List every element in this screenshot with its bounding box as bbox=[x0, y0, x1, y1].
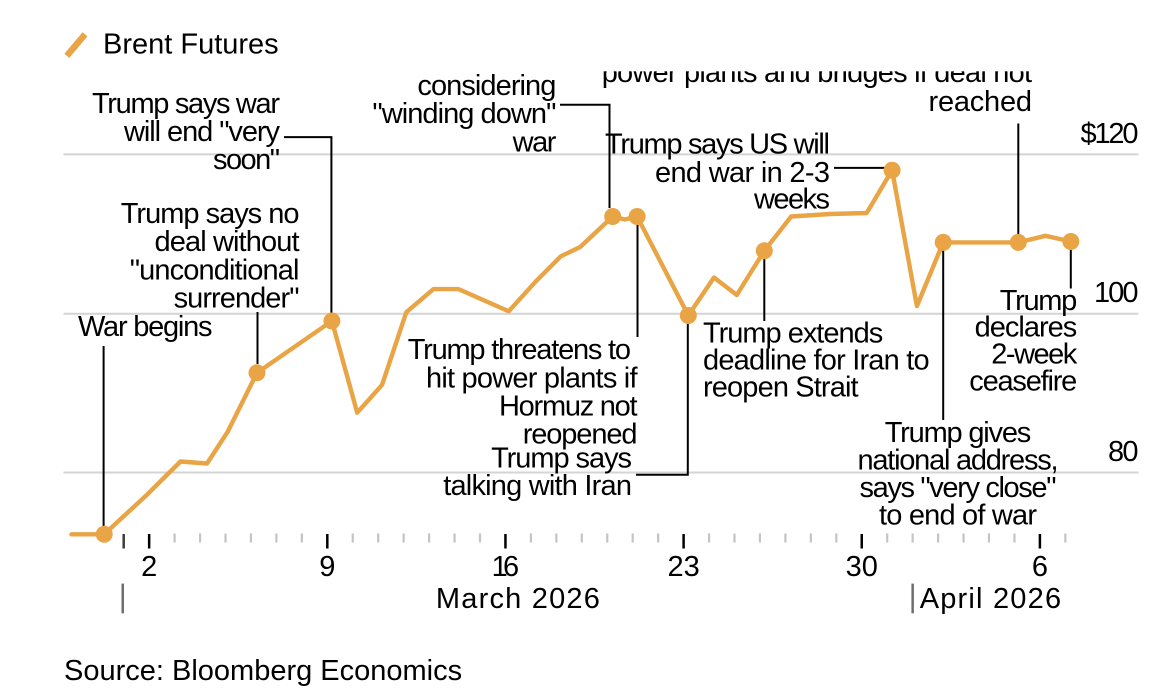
svg-text:reopened: reopened bbox=[523, 418, 638, 450]
svg-text:2-week: 2-week bbox=[991, 338, 1078, 370]
svg-text:"winding down": "winding down" bbox=[372, 98, 556, 130]
svg-text:reached: reached bbox=[929, 86, 1033, 118]
svg-text:deadline for Iran to: deadline for Iran to bbox=[703, 345, 930, 377]
svg-text:$120: $120 bbox=[1081, 118, 1139, 150]
svg-text:Trump threatens to: Trump threatens to bbox=[408, 334, 631, 366]
svg-text:considering: considering bbox=[417, 70, 556, 102]
svg-text:Trump says US will: Trump says US will bbox=[605, 128, 830, 160]
svg-text:says "very close": says "very close" bbox=[860, 472, 1057, 504]
svg-text:declares: declares bbox=[975, 312, 1078, 344]
svg-text:Hormuz not: Hormuz not bbox=[499, 391, 638, 423]
svg-text:"unconditional: "unconditional bbox=[130, 254, 300, 286]
svg-text:Trump says: Trump says bbox=[491, 443, 632, 475]
svg-text:80: 80 bbox=[1108, 436, 1139, 468]
svg-text:6: 6 bbox=[1032, 551, 1048, 583]
svg-text:talking with Iran: talking with Iran bbox=[443, 470, 632, 502]
svg-text:Source: Bloomberg Economics: Source: Bloomberg Economics bbox=[64, 655, 462, 687]
svg-text:30: 30 bbox=[846, 551, 878, 583]
svg-text:reopen Strait: reopen Strait bbox=[703, 372, 859, 404]
svg-text:April 2026: April 2026 bbox=[920, 583, 1063, 615]
svg-text:16: 16 bbox=[492, 551, 520, 583]
svg-text:national address,: national address, bbox=[858, 445, 1059, 477]
svg-text:to end of war: to end of war bbox=[879, 500, 1037, 532]
svg-text:deal without: deal without bbox=[155, 226, 300, 258]
svg-text:hit power plants if: hit power plants if bbox=[426, 362, 638, 394]
svg-text:100: 100 bbox=[1094, 277, 1139, 309]
svg-text:23: 23 bbox=[667, 551, 699, 583]
svg-text:March 2026: March 2026 bbox=[436, 583, 601, 615]
svg-text:weeks: weeks bbox=[753, 184, 830, 216]
svg-text:Brent Futures: Brent Futures bbox=[103, 29, 279, 61]
svg-text:will end "very: will end "very bbox=[123, 116, 281, 148]
svg-text:soon": soon" bbox=[213, 144, 280, 176]
svg-text:ceasefire: ceasefire bbox=[969, 365, 1077, 397]
svg-text:2: 2 bbox=[141, 551, 157, 583]
svg-text:Trump extends: Trump extends bbox=[703, 318, 883, 350]
svg-text:Trump gives: Trump gives bbox=[885, 417, 1032, 449]
svg-text:Trump says war: Trump says war bbox=[92, 88, 280, 120]
svg-text:War begins: War begins bbox=[78, 311, 213, 343]
svg-text:war: war bbox=[512, 126, 557, 158]
svg-text:9: 9 bbox=[319, 551, 335, 583]
svg-text:end war in 2-3: end war in 2-3 bbox=[655, 157, 830, 189]
svg-text:surrender": surrender" bbox=[174, 283, 300, 315]
svg-text:Trump: Trump bbox=[1000, 285, 1078, 317]
svg-text:Trump says no: Trump says no bbox=[121, 198, 300, 230]
